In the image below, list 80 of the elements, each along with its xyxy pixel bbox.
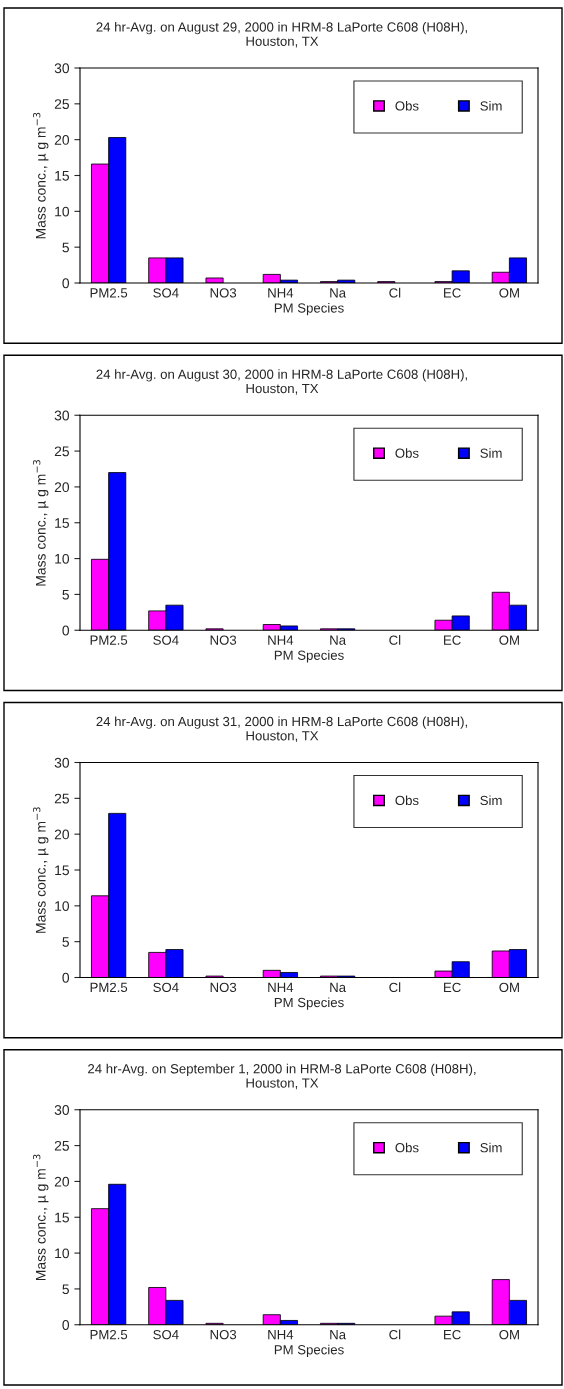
x-tick-label: SO4 — [153, 635, 179, 645]
x-tick-label: OM — [499, 635, 519, 645]
x-tick-label: NH4 — [268, 982, 294, 992]
x-tick-label: EC — [444, 982, 461, 993]
legend-label: Obs — [395, 795, 419, 806]
x-tick-label: NO3 — [210, 1329, 237, 1340]
legend-label: Obs — [395, 448, 419, 458]
x-tick-label: NH4 — [268, 288, 294, 298]
y-tick-label: 25 — [54, 99, 69, 109]
x-axis-title: PM Species — [274, 650, 344, 663]
x-tick-label: Cl — [389, 287, 401, 298]
legend-label: Sim — [480, 100, 502, 111]
y-tick-label: 15 — [55, 170, 69, 181]
x-axis-title: PM Species — [274, 302, 344, 316]
y-axis-title: Mass conc., µ g m$^{−3}$ — [33, 112, 49, 239]
y-tick-label: 10 — [55, 1248, 70, 1259]
y-tick-label: 10 — [55, 206, 70, 217]
y-tick-label: 25 — [54, 446, 69, 457]
y-tick-label: 5 — [62, 937, 69, 947]
y-tick-label: 30 — [54, 63, 70, 74]
chart-title: 24 hr-Avg. on August 29, 2000 in HRM-8 LaPorte C608 (H08H), Houston, TX — [96, 22, 467, 48]
y-tick-label: 10 — [55, 553, 70, 564]
y-tick-label: 0 — [62, 278, 70, 289]
x-tick-label: NO3 — [210, 288, 237, 298]
x-axis-title: PM Species — [274, 997, 344, 1010]
x-tick-label: EC — [444, 288, 461, 298]
y-axis-title: Mass conc., µ g m$^{−3}$ — [33, 1154, 49, 1281]
chart-title: 24 hr-Avg. on August 31, 2000 in HRM-8 LaPorte C608 (H08H), Houston, TX — [96, 716, 467, 742]
y-tick-label: 0 — [62, 972, 70, 983]
legend-label: Sim — [480, 795, 502, 806]
y-tick-label: 25 — [54, 1140, 69, 1151]
x-tick-label: EC — [444, 635, 461, 645]
x-tick-label: Na — [330, 635, 347, 645]
x-tick-label: Na — [330, 288, 347, 298]
x-tick-label: SO4 — [153, 982, 179, 993]
x-tick-label: EC — [444, 1329, 461, 1340]
y-tick-label: 30 — [54, 757, 70, 768]
x-tick-label: SO4 — [153, 288, 179, 298]
legend-label: Obs — [395, 1142, 419, 1153]
x-tick-label: NO3 — [210, 982, 237, 993]
y-tick-label: 5 — [62, 242, 69, 253]
y-tick-label: 0 — [62, 625, 70, 636]
x-tick-label: NO3 — [210, 635, 237, 645]
x-tick-label: PM2.5 — [90, 982, 128, 993]
x-tick-label: Cl — [389, 1329, 401, 1340]
y-tick-label: 20 — [54, 135, 70, 145]
x-axis-title: PM Species — [274, 1344, 344, 1357]
x-tick-label: OM — [499, 288, 519, 298]
x-tick-label: Na — [330, 982, 347, 993]
y-tick-label: 30 — [54, 410, 70, 421]
legend-label: Obs — [395, 100, 419, 111]
y-tick-label: 25 — [54, 793, 69, 804]
y-tick-label: 15 — [55, 1212, 69, 1223]
y-tick-label: 30 — [54, 1105, 70, 1115]
x-tick-label: OM — [499, 1329, 519, 1340]
y-tick-label: 20 — [54, 829, 70, 840]
y-tick-label: 5 — [62, 1284, 69, 1295]
x-tick-label: Na — [330, 1330, 347, 1340]
y-tick-label: 0 — [62, 1320, 70, 1330]
x-tick-label: OM — [499, 982, 519, 993]
chart-title: 24 hr-Avg. on August 30, 2000 in HRM-8 LaPorte C608 (H08H), Houston, TX — [96, 369, 467, 395]
legend-label: Sim — [480, 1142, 502, 1153]
x-tick-label: PM2.5 — [90, 635, 128, 645]
y-tick-label: 20 — [54, 1176, 70, 1187]
y-tick-label: 5 — [62, 589, 69, 600]
x-tick-label: PM2.5 — [90, 288, 128, 298]
y-axis-title: Mass conc., µ g m$^{−3}$ — [33, 807, 49, 933]
x-tick-label: NH4 — [268, 1330, 294, 1340]
x-tick-label: Cl — [389, 635, 401, 645]
y-tick-label: 10 — [55, 901, 70, 911]
x-tick-label: Cl — [389, 982, 401, 993]
x-tick-label: NH4 — [268, 635, 294, 645]
y-tick-label: 20 — [54, 482, 70, 493]
chart-title: 24 hr-Avg. on September 1, 2000 in HRM-8 LaPorte C608 (H08H), Houston, TX — [88, 1063, 476, 1090]
legend-label: Sim — [480, 448, 502, 458]
x-tick-label: PM2.5 — [90, 1329, 128, 1340]
y-tick-label: 15 — [55, 865, 69, 876]
y-axis-title: Mass conc., µ g m$^{−3}$ — [33, 460, 49, 586]
y-tick-label: 15 — [55, 518, 69, 528]
x-tick-label: SO4 — [153, 1329, 179, 1340]
